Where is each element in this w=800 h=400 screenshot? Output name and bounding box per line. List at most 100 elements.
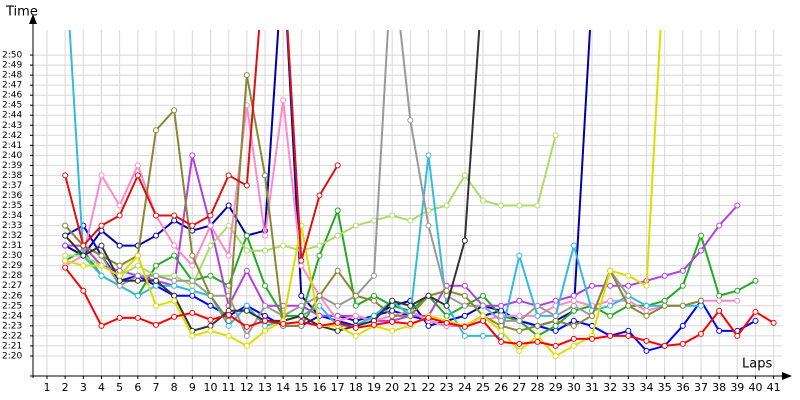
data-point [98, 222, 105, 229]
data-point [552, 352, 559, 359]
x-tick-label: 39 [730, 381, 744, 394]
y-tick-label: 2:39 [2, 161, 22, 171]
data-point [261, 232, 268, 239]
data-point [261, 302, 268, 309]
data-point [152, 127, 159, 134]
data-point [334, 327, 341, 334]
data-point [407, 217, 414, 224]
data-point [607, 282, 614, 289]
data-point [389, 212, 396, 219]
data-point [98, 272, 105, 279]
data-point [134, 277, 141, 284]
data-point [770, 319, 777, 326]
x-tick-label: 14 [276, 381, 290, 394]
data-point [552, 342, 559, 349]
series-line [64, 30, 630, 339]
data-point [134, 252, 141, 259]
data-point [625, 282, 632, 289]
y-tick-label: 2:40 [2, 151, 22, 161]
data-point [389, 312, 396, 319]
data-point [62, 264, 69, 271]
x-tick-label: 25 [476, 381, 490, 394]
data-point [189, 262, 196, 269]
y-tick-label: 2:21 [2, 341, 22, 351]
x-tick-label: 35 [658, 381, 672, 394]
data-point [625, 292, 632, 299]
x-tick-label: 38 [712, 381, 726, 394]
x-tick-label: 13 [258, 381, 272, 394]
data-point [116, 202, 123, 209]
data-point [752, 277, 759, 284]
data-point [625, 332, 632, 339]
y-tick-label: 2:23 [2, 321, 22, 331]
data-point [171, 272, 178, 279]
data-point [189, 282, 196, 289]
x-tick-label: 29 [549, 381, 563, 394]
data-point [261, 327, 268, 334]
y-tick-label: 2:22 [2, 331, 22, 341]
y-tick-label: 2:29 [2, 261, 22, 271]
data-point [697, 302, 704, 309]
data-point [116, 282, 123, 289]
data-point [498, 322, 505, 329]
data-point [443, 319, 450, 326]
data-point [116, 314, 123, 321]
data-point [152, 277, 159, 284]
data-point [261, 322, 268, 329]
y-tick-label: 2:24 [2, 311, 22, 321]
data-point [552, 322, 559, 329]
data-point [389, 327, 396, 334]
y-tick-label: 2:49 [2, 61, 22, 71]
data-point [334, 232, 341, 239]
data-point [152, 321, 159, 328]
data-point [243, 232, 250, 239]
data-point [243, 267, 250, 274]
data-point [62, 222, 69, 229]
y-tick-label: 2:30 [2, 251, 22, 261]
data-point [389, 307, 396, 314]
data-point [62, 242, 69, 249]
data-point [443, 312, 450, 319]
data-point [679, 282, 686, 289]
data-point [334, 267, 341, 274]
data-point [661, 272, 668, 279]
data-point [552, 312, 559, 319]
y-tick-label: 2:27 [2, 281, 22, 291]
data-point [588, 282, 595, 289]
x-tick-label: 23 [440, 381, 454, 394]
y-tick-label: 2:34 [2, 211, 22, 221]
data-point [134, 314, 141, 321]
data-point [152, 212, 159, 219]
series-line [65, 135, 557, 288]
x-tick-label: 1 [43, 381, 50, 394]
data-point [534, 332, 541, 339]
data-point [588, 335, 595, 342]
x-tick-label: 17 [331, 381, 345, 394]
data-point [80, 262, 87, 269]
data-point [316, 302, 323, 309]
data-point [134, 262, 141, 269]
x-tick-label: 3 [80, 381, 87, 394]
x-tick-label: 8 [171, 381, 178, 394]
data-point [352, 222, 359, 229]
x-tick-label: 33 [621, 381, 635, 394]
y-tick-label: 2:36 [2, 191, 22, 201]
series-line [64, 30, 339, 261]
data-point [570, 242, 577, 249]
data-point [171, 212, 178, 219]
data-point [152, 282, 159, 289]
data-point [116, 272, 123, 279]
data-point [316, 192, 323, 199]
data-point [552, 327, 559, 334]
data-point [498, 317, 505, 324]
x-tick-label: 2 [62, 381, 69, 394]
data-point [171, 313, 178, 320]
data-point [134, 272, 141, 279]
data-point [679, 340, 686, 347]
series-line [64, 30, 481, 333]
data-point [407, 320, 414, 327]
x-tick-label: 24 [458, 381, 472, 394]
data-point [261, 312, 268, 319]
data-point [643, 302, 650, 309]
